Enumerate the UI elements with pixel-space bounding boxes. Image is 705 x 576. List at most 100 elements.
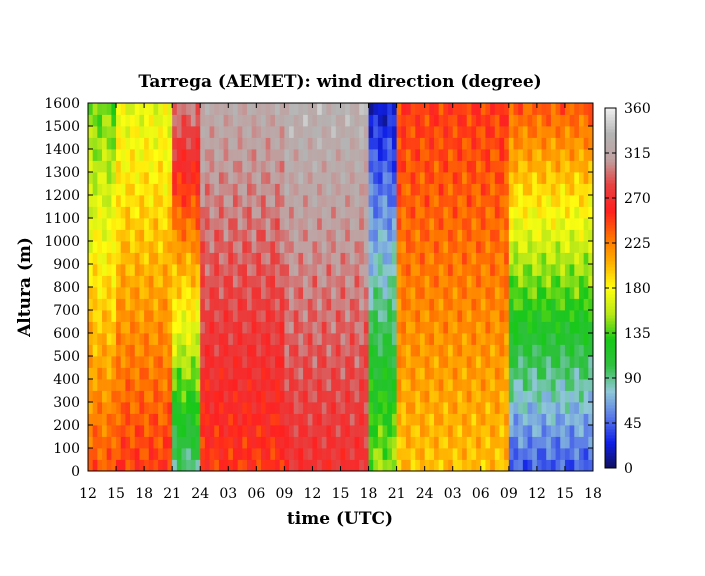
heatmap-cell <box>148 252 154 265</box>
heatmap-cell <box>354 126 360 138</box>
heatmap-cell <box>209 310 215 322</box>
heatmap-cell <box>261 287 267 299</box>
heatmap-cell <box>167 172 173 184</box>
colorbar-segment <box>605 246 616 250</box>
heatmap-cell <box>102 287 108 299</box>
heatmap-cell <box>391 195 398 207</box>
heatmap-cell <box>466 321 472 334</box>
heatmap-cell <box>172 448 178 460</box>
heatmap-cell <box>111 218 117 230</box>
heatmap-cell <box>499 206 505 219</box>
heatmap-cell <box>527 275 533 288</box>
heatmap-cell <box>204 333 210 345</box>
heatmap-cell <box>303 367 309 380</box>
heatmap-cell <box>186 103 192 115</box>
heatmap-cell <box>448 252 454 265</box>
heatmap-cell <box>368 195 374 207</box>
colorbar-tick-label: 360 <box>624 101 651 117</box>
x-tick-label: 06 <box>247 486 265 502</box>
heatmap-cell <box>405 229 412 242</box>
heatmap-cell <box>359 206 365 219</box>
heatmap-cell <box>401 126 407 138</box>
heatmap-cell <box>560 298 566 311</box>
heatmap-cell <box>518 425 524 437</box>
heatmap-cell <box>485 264 491 276</box>
heatmap-cell <box>387 172 393 184</box>
heatmap-cell <box>284 160 290 173</box>
heatmap-cell <box>340 333 346 345</box>
heatmap-cell <box>284 402 290 414</box>
heatmap-cell <box>88 298 94 311</box>
heatmap-cell <box>228 126 234 138</box>
heatmap-cell <box>354 298 360 311</box>
heatmap-cell <box>345 218 351 230</box>
heatmap-cell <box>574 459 580 472</box>
heatmap-cell <box>443 252 449 265</box>
heatmap-cell <box>186 183 192 196</box>
heatmap-cell <box>424 103 430 115</box>
heatmap-cell <box>401 160 407 173</box>
heatmap-cell <box>303 448 309 460</box>
heatmap-cell <box>181 183 187 196</box>
colorbar-segment <box>605 300 616 304</box>
heatmap-cell <box>102 448 108 460</box>
heatmap-cell <box>116 379 122 391</box>
heatmap-cell <box>583 160 589 173</box>
heatmap-cell <box>434 333 440 345</box>
heatmap-cell <box>134 413 140 426</box>
heatmap-cell <box>130 218 136 230</box>
heatmap-cell <box>265 252 271 265</box>
heatmap-cell <box>275 333 281 345</box>
heatmap-cell <box>527 172 533 184</box>
heatmap-cell <box>368 310 374 322</box>
heatmap-cell <box>518 183 524 196</box>
heatmap-cell <box>504 287 510 299</box>
heatmap-cell <box>270 390 276 403</box>
heatmap-cell <box>345 160 351 173</box>
heatmap-cell <box>120 183 126 196</box>
heatmap-cell <box>279 298 285 311</box>
heatmap-cell <box>387 114 393 127</box>
heatmap-cell <box>335 448 341 460</box>
heatmap-cell <box>419 241 426 253</box>
heatmap-cell <box>116 413 122 426</box>
heatmap-cell <box>270 402 276 414</box>
heatmap-cell <box>97 206 103 219</box>
heatmap-cell <box>270 436 276 449</box>
heatmap-cell <box>550 114 556 127</box>
heatmap-cell <box>270 413 276 426</box>
heatmap-cell <box>405 241 412 253</box>
heatmap-cell <box>190 264 196 276</box>
heatmap-cell <box>331 252 337 265</box>
heatmap-cell <box>438 160 444 173</box>
y-tick-label: 300 <box>53 395 80 411</box>
heatmap-cell <box>307 264 313 276</box>
heatmap-cell <box>97 436 103 449</box>
heatmap-cell <box>228 264 234 276</box>
heatmap-cell <box>335 321 341 334</box>
heatmap-cell <box>574 114 580 127</box>
heatmap-cell <box>485 229 491 242</box>
heatmap-cell <box>490 310 496 322</box>
heatmap-cell <box>424 252 430 265</box>
colorbar-segment <box>605 306 616 310</box>
heatmap-cell <box>106 344 112 357</box>
heatmap-cell <box>186 344 192 357</box>
heatmap-cell <box>298 195 304 207</box>
heatmap-cell <box>144 183 150 196</box>
heatmap-cell <box>228 298 234 311</box>
heatmap-cell <box>204 229 210 242</box>
heatmap-cell <box>396 333 402 345</box>
heatmap-cell <box>312 137 318 150</box>
heatmap-cell <box>387 195 393 207</box>
heatmap-cell <box>513 241 519 253</box>
heatmap-cell <box>485 149 491 161</box>
heatmap-cell <box>153 241 159 253</box>
heatmap-cell <box>462 183 468 196</box>
heatmap-cell <box>303 137 309 150</box>
heatmap-cell <box>410 114 416 127</box>
heatmap-cell <box>261 160 267 173</box>
heatmap-cell <box>345 172 351 184</box>
heatmap-cell <box>190 367 196 380</box>
heatmap-cell <box>242 229 248 242</box>
